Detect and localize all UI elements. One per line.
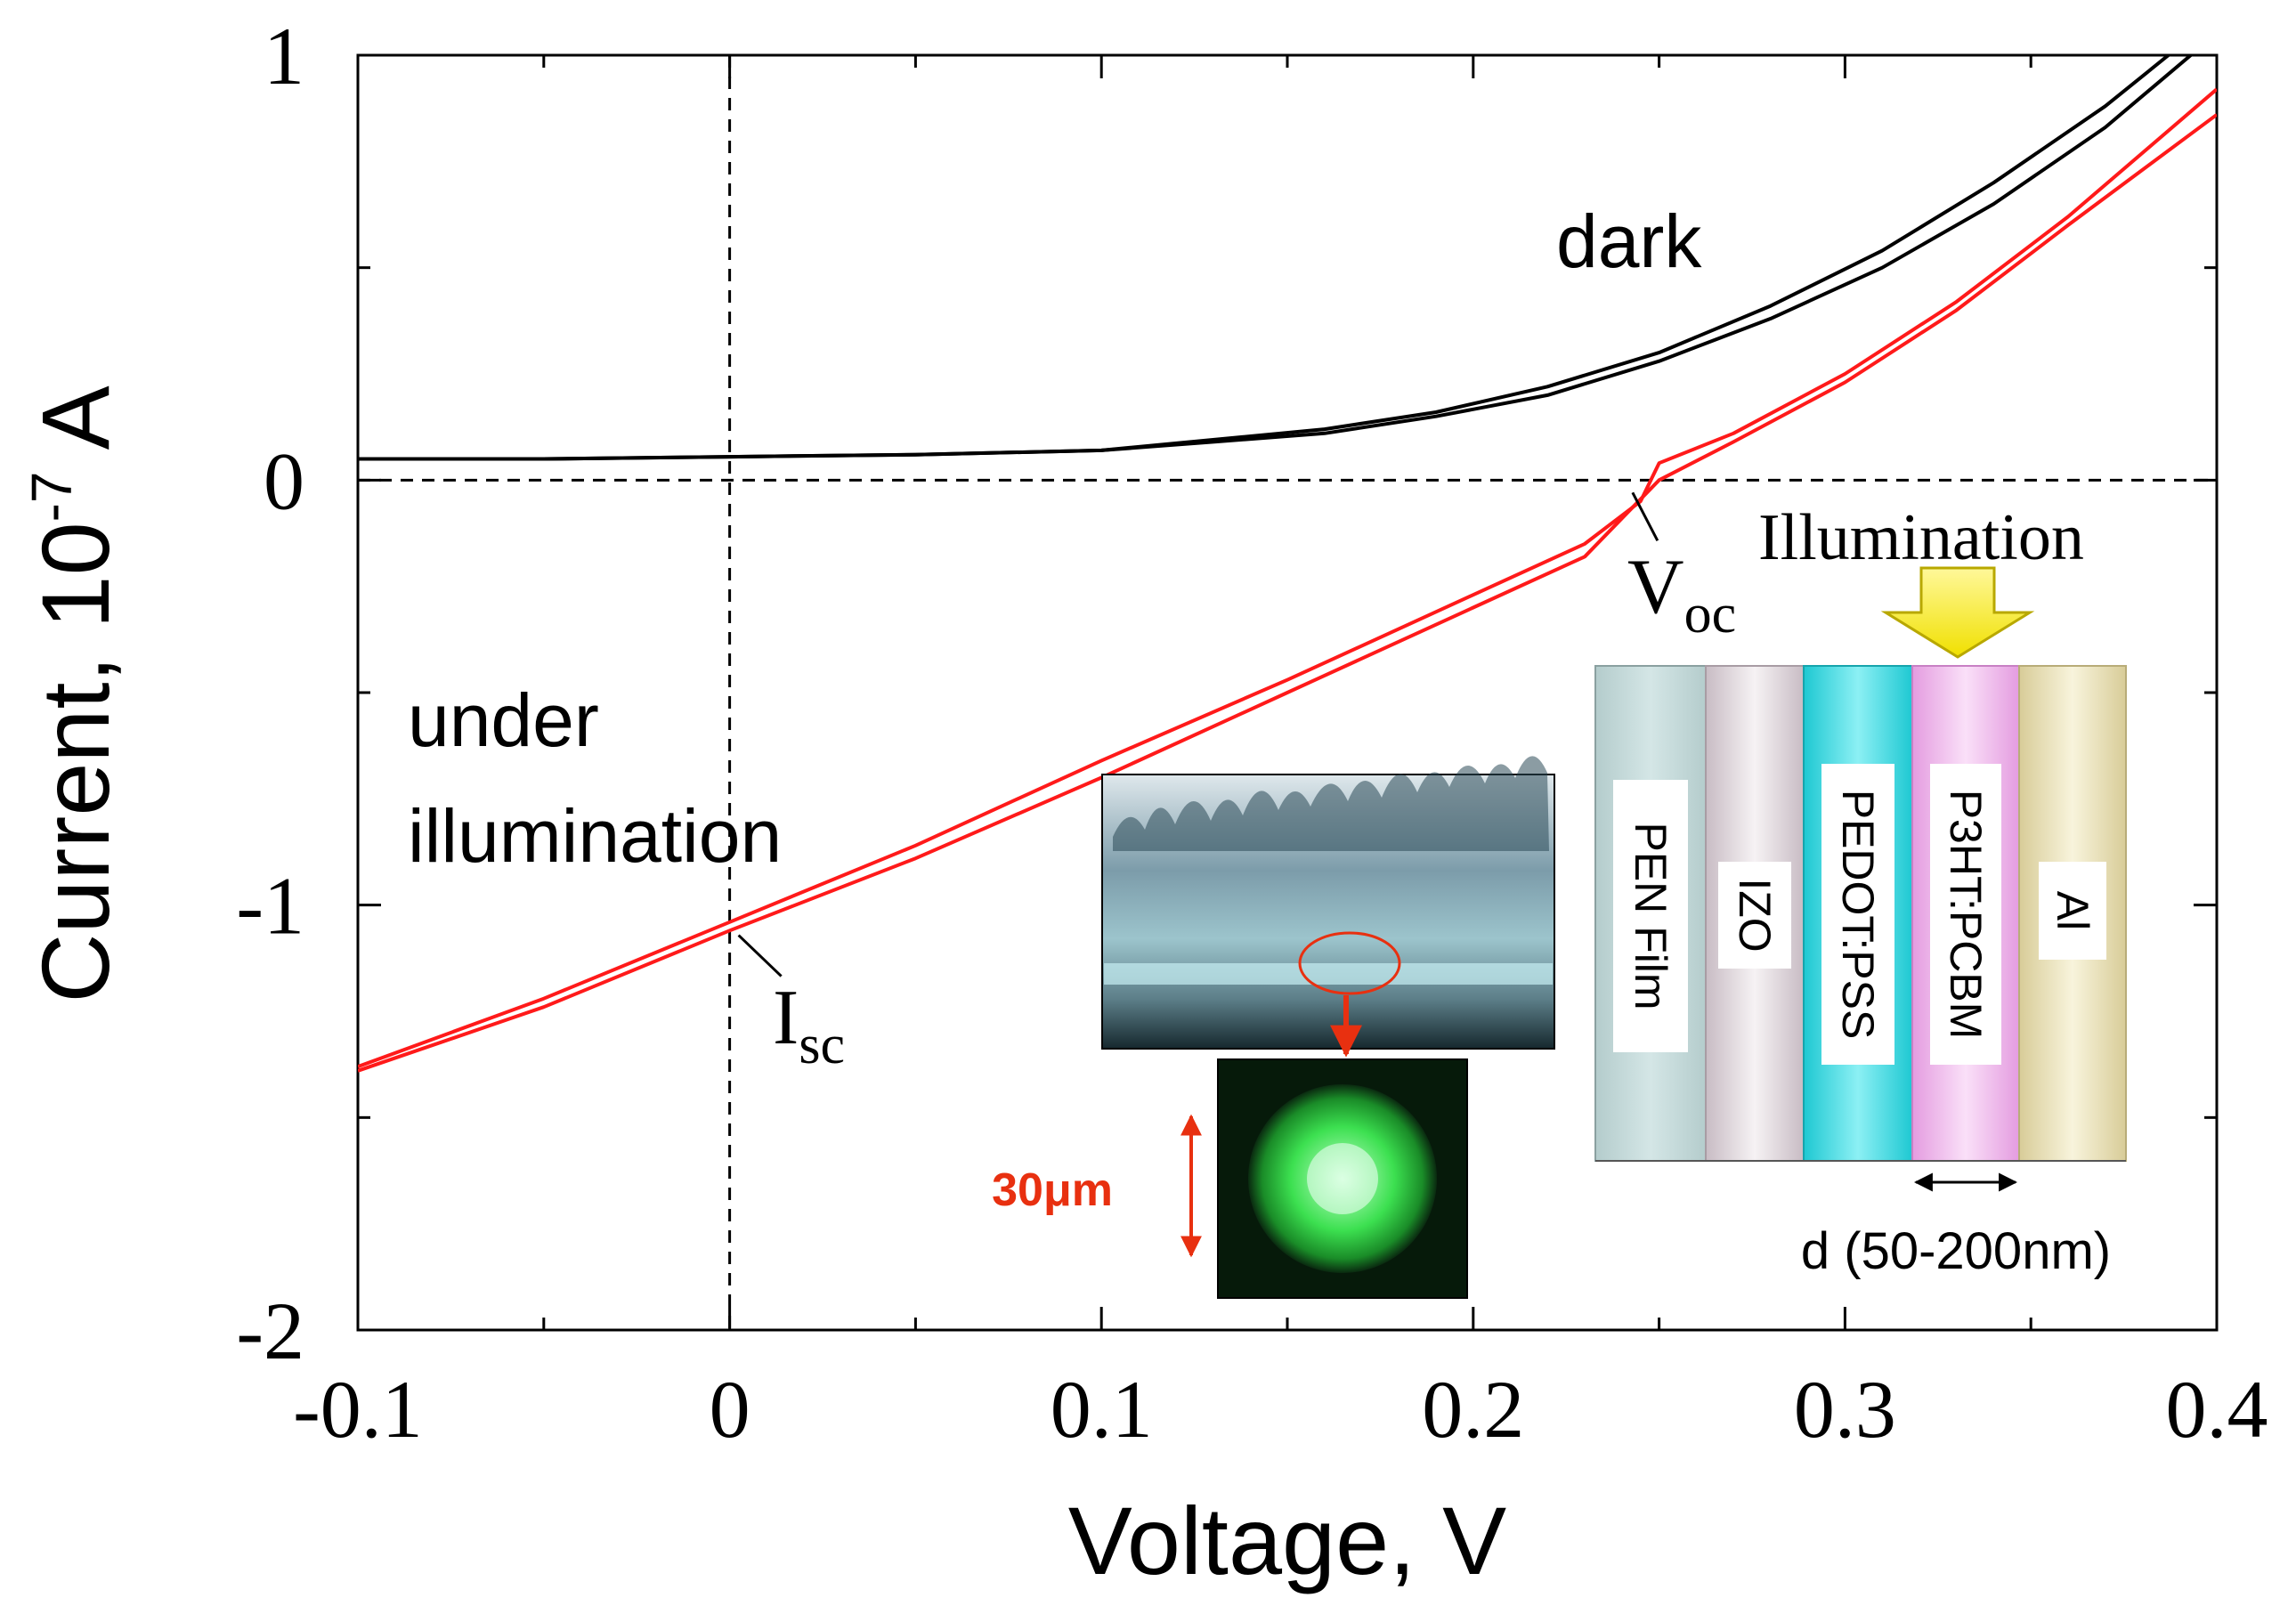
- voc-label: Voc: [1627, 544, 1736, 645]
- y-axis-label: Current, 10-7 A: [20, 385, 129, 1002]
- voc-label-sub: oc: [1684, 584, 1737, 645]
- layer-izo-label-bg: [1718, 862, 1791, 969]
- scale-bar-label: 30μm: [992, 1164, 1113, 1216]
- y-axis-label-exp: -7: [20, 471, 84, 522]
- tick-labels: -0.1 0 0.1 0.2 0.3 0.4 -2 -1 0 1: [236, 11, 2268, 1455]
- layer-p3ht-pcbm-label: P3HT:PCBM: [1941, 790, 1991, 1040]
- layer-pen-film-label-bg: [1613, 780, 1688, 1052]
- layer-p3ht-pcbm-label-bg: [1930, 764, 2001, 1065]
- dark-curve-label: dark: [1556, 199, 1702, 283]
- illumination-curve-label-line1: under: [408, 678, 599, 762]
- layer-pedot-pss-label: PEDOT:PSS: [1833, 790, 1883, 1040]
- x-tick-label: 0.1: [1051, 1364, 1153, 1455]
- x-tick-label: 0: [710, 1364, 750, 1455]
- x-axis-label: Voltage, V: [1068, 1487, 1506, 1594]
- target-circle-marker: [1298, 931, 1401, 995]
- x-tick-label: 0.2: [1422, 1364, 1524, 1455]
- isc-label-main: I: [773, 975, 799, 1061]
- illumination-arrow-icon: [1880, 566, 2035, 659]
- micrograph-texture: [1113, 756, 1549, 851]
- layer-pen-film-label: PEN Film: [1626, 822, 1675, 1010]
- y-axis-label-unit: A: [21, 385, 129, 471]
- device-structure-inset: Illumination PEN Film IZO PEDOT:PSS P3HT…: [1594, 501, 2127, 1280]
- curves: [358, 55, 2217, 1073]
- series-line-under-illumination-3: [358, 113, 2217, 1073]
- y-tick-label: -2: [236, 1285, 304, 1376]
- y-tick-label: 0: [264, 435, 304, 526]
- voc-label-main: V: [1627, 544, 1684, 630]
- y-tick-label: -1: [236, 861, 304, 952]
- y-axis-label-main: Current, 10: [21, 522, 129, 1002]
- isc-label-sub: sc: [799, 1015, 845, 1075]
- emission-spot-core: [1307, 1143, 1378, 1214]
- isc-leader-line: [737, 934, 783, 977]
- isc-label: Isc: [773, 975, 845, 1075]
- layer-pedot-pss-label-bg: [1821, 764, 1894, 1065]
- micrograph-band: [1104, 963, 1553, 985]
- layer-izo-label: IZO: [1730, 878, 1780, 952]
- illumination-curve-label-line2: illumination: [408, 794, 782, 878]
- layer-al-label: Al: [2048, 891, 2097, 930]
- axis-ticks: [356, 53, 2219, 1332]
- illumination-title: Illumination: [1758, 501, 2084, 574]
- series-line-under-illumination-2: [358, 87, 2217, 1068]
- thickness-label: d (50-200nm): [1801, 1222, 2111, 1280]
- x-tick-label: 0.4: [2166, 1364, 2268, 1455]
- x-tick-label: 0.3: [1794, 1364, 1896, 1455]
- series-line-dark-1: [358, 55, 2170, 461]
- layer-al-label-bg: [2039, 862, 2106, 960]
- voc-leader-line: [1631, 491, 1659, 542]
- series-line-dark-0: [358, 55, 2193, 461]
- y-tick-label: 1: [264, 11, 304, 101]
- micrograph-inset: 30μm: [992, 756, 1555, 1299]
- x-tick-label: -0.1: [293, 1364, 423, 1455]
